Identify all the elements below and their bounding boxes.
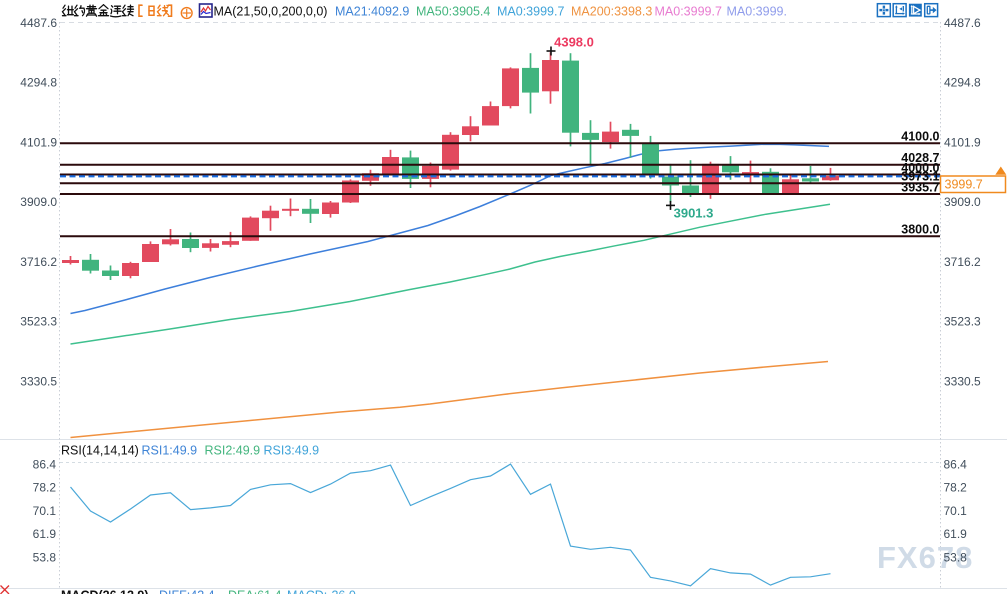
svg-text:4000.0: 4000.0 [901, 161, 939, 175]
svg-text:53.8: 53.8 [944, 550, 968, 564]
svg-text:MA50:3905.4: MA50:3905.4 [416, 5, 490, 19]
svg-text:3330.5: 3330.5 [20, 374, 57, 388]
svg-text:70.1: 70.1 [944, 504, 968, 518]
svg-text:61.9: 61.9 [33, 527, 57, 541]
svg-text:MA(21,50,0,200,0,0): MA(21,50,0,200,0,0) [214, 5, 328, 19]
svg-text:78.2: 78.2 [944, 481, 968, 495]
svg-text:3523.3: 3523.3 [20, 315, 57, 329]
svg-text:3935.7: 3935.7 [901, 180, 939, 194]
svg-text:MA21:4092.9: MA21:4092.9 [335, 5, 409, 19]
svg-text:70.1: 70.1 [33, 504, 57, 518]
svg-text:MACD(26,12,9): MACD(26,12,9) [61, 589, 149, 594]
svg-text:MACD:-36.0: MACD:-36.0 [287, 589, 356, 594]
svg-text:RSI(14,14,14): RSI(14,14,14) [61, 444, 139, 458]
svg-text:3716.2: 3716.2 [20, 255, 57, 269]
svg-text:3716.2: 3716.2 [944, 255, 981, 269]
svg-text:4398.0: 4398.0 [554, 35, 594, 50]
svg-text:MA200:3398.3: MA200:3398.3 [571, 5, 652, 19]
svg-text:3999.7: 3999.7 [945, 178, 983, 192]
svg-text:3800.0: 3800.0 [901, 223, 939, 237]
svg-text:4100.0: 4100.0 [901, 130, 939, 144]
svg-text:3909.0: 3909.0 [20, 195, 57, 209]
svg-text:4101.9: 4101.9 [944, 135, 981, 149]
svg-text:4294.8: 4294.8 [944, 76, 981, 90]
svg-text:3523.3: 3523.3 [944, 315, 981, 329]
svg-text:3909.0: 3909.0 [944, 195, 981, 209]
svg-text:4028.7: 4028.7 [901, 151, 939, 165]
svg-text:RSI1:49.9: RSI1:49.9 [142, 444, 198, 458]
svg-text:53.8: 53.8 [33, 550, 57, 564]
svg-text:78.2: 78.2 [33, 481, 57, 495]
svg-text:61.9: 61.9 [944, 527, 968, 541]
svg-text:3330.5: 3330.5 [944, 374, 981, 388]
svg-text:4294.8: 4294.8 [20, 76, 57, 90]
svg-text:DIFF:43.4: DIFF:43.4 [159, 589, 215, 594]
svg-text:MA0:3999.7: MA0:3999.7 [655, 5, 722, 19]
svg-text:RSI2:49.9: RSI2:49.9 [205, 444, 261, 458]
svg-text:86.4: 86.4 [944, 457, 968, 471]
svg-text:86.4: 86.4 [33, 457, 57, 471]
svg-text:4487.6: 4487.6 [20, 16, 57, 30]
svg-text:3901.3: 3901.3 [674, 206, 714, 221]
svg-text:MA0:3999.: MA0:3999. [727, 5, 787, 19]
svg-text:FX678: FX678 [877, 540, 973, 575]
svg-text:RSI3:49.9: RSI3:49.9 [264, 444, 320, 458]
svg-text:MA0:3999.7: MA0:3999.7 [497, 5, 564, 19]
svg-text:3973.1: 3973.1 [901, 170, 939, 184]
svg-text:DEA:61.4: DEA:61.4 [228, 589, 282, 594]
svg-text:4101.9: 4101.9 [20, 135, 57, 149]
svg-text:4487.6: 4487.6 [944, 16, 981, 30]
